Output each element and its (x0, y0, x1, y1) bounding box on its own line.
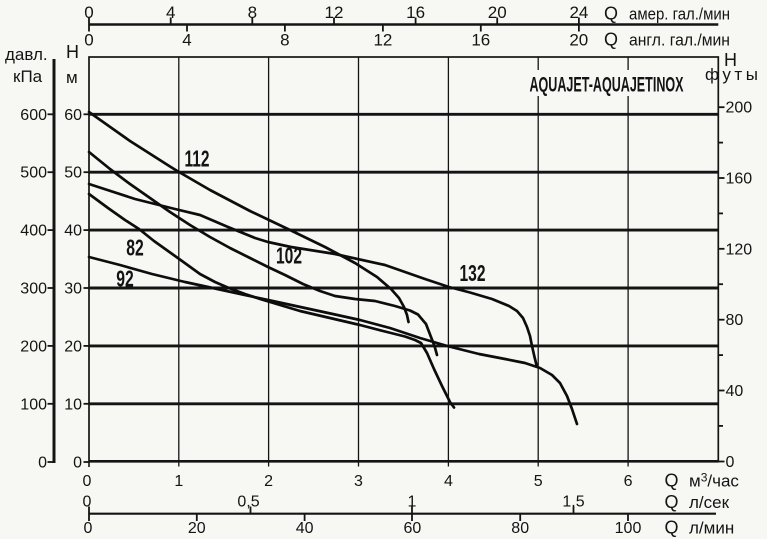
svg-text:Q: Q (665, 492, 679, 512)
svg-text:давл.: давл. (5, 45, 48, 64)
svg-text:40: 40 (64, 223, 82, 240)
svg-text:л/мин: л/мин (689, 519, 734, 538)
svg-text:6: 6 (624, 473, 633, 490)
svg-text:20: 20 (188, 520, 206, 537)
svg-text:10: 10 (64, 396, 82, 413)
svg-text:80: 80 (726, 312, 744, 329)
svg-text:200: 200 (20, 338, 47, 355)
svg-text:16: 16 (471, 31, 490, 50)
svg-text:1,5: 1,5 (562, 494, 584, 511)
svg-text:м: м (66, 68, 78, 87)
svg-text:12: 12 (325, 3, 344, 22)
svg-text:3: 3 (354, 473, 363, 490)
svg-text:60: 60 (64, 107, 82, 124)
svg-text:16: 16 (406, 3, 425, 22)
svg-text:102: 102 (276, 243, 302, 269)
svg-text:80: 80 (511, 520, 529, 537)
svg-text:92: 92 (116, 266, 134, 292)
svg-text:амер. гал./мин: амер. гал./мин (629, 5, 730, 24)
svg-text:200: 200 (726, 100, 753, 117)
svg-text:8: 8 (280, 31, 289, 50)
svg-text:40: 40 (296, 520, 314, 537)
svg-text:Н: Н (724, 50, 737, 70)
svg-text:30: 30 (64, 281, 82, 298)
svg-text:0: 0 (84, 31, 93, 50)
svg-text:160: 160 (726, 171, 753, 188)
svg-text:Q: Q (665, 471, 679, 491)
svg-text:1: 1 (174, 473, 183, 490)
svg-text:4: 4 (444, 473, 453, 490)
svg-text:82: 82 (126, 235, 144, 261)
svg-text:AQUAJET-AQUAJETINOX: AQUAJET-AQUAJETINOX (530, 74, 684, 97)
svg-text:Н: Н (66, 42, 79, 62)
svg-text:0: 0 (84, 3, 93, 22)
svg-text:0: 0 (83, 494, 92, 511)
svg-text:0: 0 (73, 455, 82, 472)
svg-text:120: 120 (726, 241, 753, 258)
svg-text:20: 20 (569, 31, 588, 50)
svg-text:100: 100 (20, 396, 47, 413)
svg-text:л/сек: л/сек (689, 493, 730, 512)
svg-text:12: 12 (373, 31, 392, 50)
svg-text:0: 0 (84, 520, 93, 537)
svg-text:50: 50 (64, 165, 82, 182)
svg-text:20: 20 (488, 3, 507, 22)
svg-text:1: 1 (408, 494, 417, 511)
svg-text:4: 4 (182, 31, 191, 50)
svg-text:24: 24 (569, 3, 588, 22)
svg-text:4: 4 (166, 3, 175, 22)
svg-text:60: 60 (404, 520, 422, 537)
svg-text:англ. гал./мин: англ. гал./мин (629, 31, 730, 50)
svg-text:м3/час: м3/час (689, 471, 739, 491)
svg-text:0: 0 (726, 454, 735, 471)
svg-text:132: 132 (460, 260, 486, 286)
svg-text:20: 20 (64, 338, 82, 355)
svg-text:400: 400 (20, 223, 47, 240)
svg-text:2: 2 (264, 473, 273, 490)
svg-text:100: 100 (615, 520, 642, 537)
svg-text:Q: Q (665, 518, 679, 538)
svg-text:0,5: 0,5 (237, 494, 259, 511)
svg-text:600: 600 (20, 107, 47, 124)
svg-text:Q: Q (604, 30, 618, 50)
svg-text:40: 40 (726, 383, 744, 400)
svg-text:0: 0 (83, 473, 92, 490)
svg-text:8: 8 (248, 3, 257, 22)
svg-text:300: 300 (20, 281, 47, 298)
svg-text:кПа: кПа (13, 67, 43, 86)
svg-text:5: 5 (534, 473, 543, 490)
svg-text:Q: Q (604, 4, 618, 24)
svg-text:500: 500 (20, 165, 47, 182)
svg-text:0: 0 (38, 455, 47, 472)
svg-text:112: 112 (185, 146, 210, 172)
